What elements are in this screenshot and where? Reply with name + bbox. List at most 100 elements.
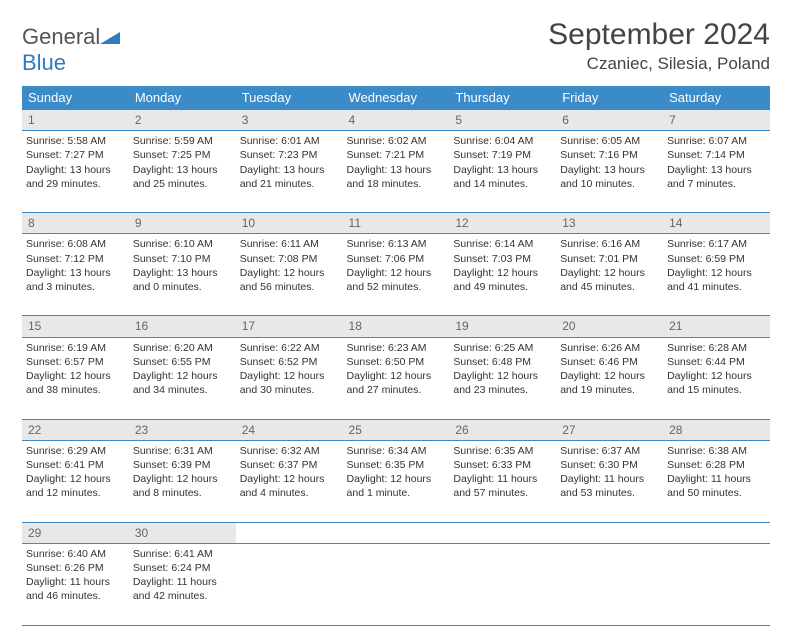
cell-line-sunset: Sunset: 7:16 PM xyxy=(560,148,659,162)
cell-line-d1: Daylight: 12 hours xyxy=(453,266,552,280)
cell-line-sunset: Sunset: 6:37 PM xyxy=(240,458,339,472)
day-cell: Sunrise: 6:31 AMSunset: 6:39 PMDaylight:… xyxy=(129,440,236,522)
day-cell: Sunrise: 6:28 AMSunset: 6:44 PMDaylight:… xyxy=(663,337,770,419)
cell-line-sunrise: Sunrise: 6:23 AM xyxy=(347,341,446,355)
cell-line-sunrise: Sunrise: 6:20 AM xyxy=(133,341,232,355)
cell-line-sunrise: Sunrise: 6:08 AM xyxy=(26,237,125,251)
cell-line-sunrise: Sunrise: 6:35 AM xyxy=(453,444,552,458)
day-number-row: 2930 xyxy=(22,522,770,543)
cell-line-sunset: Sunset: 7:19 PM xyxy=(453,148,552,162)
cell-line-sunrise: Sunrise: 6:14 AM xyxy=(453,237,552,251)
cell-line-d2: and 45 minutes. xyxy=(560,280,659,294)
day-cell: Sunrise: 6:07 AMSunset: 7:14 PMDaylight:… xyxy=(663,131,770,213)
cell-line-sunrise: Sunrise: 6:25 AM xyxy=(453,341,552,355)
day-number: 14 xyxy=(663,213,770,234)
cell-line-sunset: Sunset: 6:52 PM xyxy=(240,355,339,369)
cell-line-sunrise: Sunrise: 6:19 AM xyxy=(26,341,125,355)
cell-line-d2: and 10 minutes. xyxy=(560,177,659,191)
cell-line-d1: Daylight: 11 hours xyxy=(560,472,659,486)
day-number: 9 xyxy=(129,213,236,234)
cell-line-sunset: Sunset: 6:28 PM xyxy=(667,458,766,472)
cell-line-d2: and 25 minutes. xyxy=(133,177,232,191)
day-cell: Sunrise: 6:20 AMSunset: 6:55 PMDaylight:… xyxy=(129,337,236,419)
cell-line-d2: and 4 minutes. xyxy=(240,486,339,500)
cell-line-sunset: Sunset: 6:50 PM xyxy=(347,355,446,369)
day-number-row: 15161718192021 xyxy=(22,316,770,337)
day-cell: Sunrise: 6:34 AMSunset: 6:35 PMDaylight:… xyxy=(343,440,450,522)
cell-line-d1: Daylight: 12 hours xyxy=(347,472,446,486)
title-block: September 2024 Czaniec, Silesia, Poland xyxy=(548,18,770,74)
cell-line-d1: Daylight: 12 hours xyxy=(133,369,232,383)
day-number: 29 xyxy=(22,522,129,543)
cell-line-d2: and 0 minutes. xyxy=(133,280,232,294)
cell-line-sunrise: Sunrise: 6:29 AM xyxy=(26,444,125,458)
calendar-table: SundayMondayTuesdayWednesdayThursdayFrid… xyxy=(22,86,770,626)
cell-line-d2: and 12 minutes. xyxy=(26,486,125,500)
day-header: Tuesday xyxy=(236,86,343,110)
day-number xyxy=(236,522,343,543)
day-cell: Sunrise: 6:16 AMSunset: 7:01 PMDaylight:… xyxy=(556,234,663,316)
cell-line-sunrise: Sunrise: 6:05 AM xyxy=(560,134,659,148)
cell-line-sunset: Sunset: 6:59 PM xyxy=(667,252,766,266)
cell-line-sunset: Sunset: 6:33 PM xyxy=(453,458,552,472)
cell-line-d2: and 21 minutes. xyxy=(240,177,339,191)
cell-line-d2: and 14 minutes. xyxy=(453,177,552,191)
cell-line-d2: and 30 minutes. xyxy=(240,383,339,397)
day-cell: Sunrise: 6:29 AMSunset: 6:41 PMDaylight:… xyxy=(22,440,129,522)
day-content-row: Sunrise: 6:29 AMSunset: 6:41 PMDaylight:… xyxy=(22,440,770,522)
day-number: 3 xyxy=(236,110,343,131)
day-content-row: Sunrise: 6:08 AMSunset: 7:12 PMDaylight:… xyxy=(22,234,770,316)
cell-line-d1: Daylight: 12 hours xyxy=(347,266,446,280)
day-cell xyxy=(449,543,556,625)
cell-line-d1: Daylight: 12 hours xyxy=(240,369,339,383)
day-number: 28 xyxy=(663,419,770,440)
cell-line-d2: and 8 minutes. xyxy=(133,486,232,500)
day-header: Saturday xyxy=(663,86,770,110)
cell-line-d1: Daylight: 11 hours xyxy=(453,472,552,486)
day-number xyxy=(556,522,663,543)
day-number: 25 xyxy=(343,419,450,440)
day-header: Sunday xyxy=(22,86,129,110)
cell-line-sunset: Sunset: 7:06 PM xyxy=(347,252,446,266)
cell-line-sunset: Sunset: 7:23 PM xyxy=(240,148,339,162)
day-number: 10 xyxy=(236,213,343,234)
day-number: 5 xyxy=(449,110,556,131)
day-number: 18 xyxy=(343,316,450,337)
day-cell xyxy=(663,543,770,625)
day-cell: Sunrise: 6:17 AMSunset: 6:59 PMDaylight:… xyxy=(663,234,770,316)
cell-line-d1: Daylight: 13 hours xyxy=(133,266,232,280)
cell-line-d2: and 19 minutes. xyxy=(560,383,659,397)
day-number-row: 1234567 xyxy=(22,110,770,131)
cell-line-d1: Daylight: 12 hours xyxy=(667,369,766,383)
header: General Blue September 2024 Czaniec, Sil… xyxy=(22,18,770,76)
day-number: 2 xyxy=(129,110,236,131)
day-cell: Sunrise: 6:13 AMSunset: 7:06 PMDaylight:… xyxy=(343,234,450,316)
day-content-row: Sunrise: 6:19 AMSunset: 6:57 PM Daylight:… xyxy=(22,337,770,419)
day-cell: Sunrise: 6:37 AMSunset: 6:30 PMDaylight:… xyxy=(556,440,663,522)
day-number: 21 xyxy=(663,316,770,337)
day-number: 23 xyxy=(129,419,236,440)
day-number: 6 xyxy=(556,110,663,131)
cell-line-d2: and 41 minutes. xyxy=(667,280,766,294)
day-number: 17 xyxy=(236,316,343,337)
cell-line-sunrise: Sunrise: 6:34 AM xyxy=(347,444,446,458)
cell-line-d1: Daylight: 12 hours xyxy=(560,369,659,383)
day-number-row: 891011121314 xyxy=(22,213,770,234)
cell-line-sunset: Sunset: 6:39 PM xyxy=(133,458,232,472)
cell-line-sunset: Sunset: 7:10 PM xyxy=(133,252,232,266)
cell-line-sunrise: Sunrise: 6:04 AM xyxy=(453,134,552,148)
day-number xyxy=(449,522,556,543)
cell-line-d1: Daylight: 12 hours xyxy=(560,266,659,280)
cell-line-sunset: Sunset: 6:48 PM xyxy=(453,355,552,369)
logo-word2: Blue xyxy=(22,50,66,75)
day-number: 12 xyxy=(449,213,556,234)
cell-line-d2: and 46 minutes. xyxy=(26,589,125,603)
day-header: Monday xyxy=(129,86,236,110)
cell-line-sunset: Sunset: 7:01 PM xyxy=(560,252,659,266)
cell-line-sunset: Sunset: 6:57 PM xyxy=(26,355,125,369)
cell-line-d2: and 38 minutes. xyxy=(26,383,125,397)
day-cell: Sunrise: 6:32 AMSunset: 6:37 PMDaylight:… xyxy=(236,440,343,522)
day-cell: Sunrise: 6:25 AMSunset: 6:48 PMDaylight:… xyxy=(449,337,556,419)
day-number: 8 xyxy=(22,213,129,234)
day-header: Friday xyxy=(556,86,663,110)
